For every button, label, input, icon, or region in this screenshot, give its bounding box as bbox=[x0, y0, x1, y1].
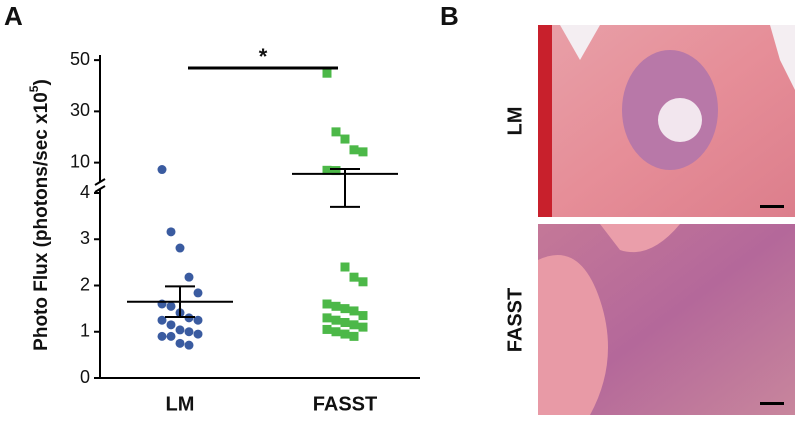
data-point bbox=[175, 243, 185, 253]
data-point bbox=[340, 134, 350, 144]
data-point bbox=[358, 311, 368, 321]
data-point bbox=[166, 331, 176, 341]
image-detail bbox=[658, 98, 702, 142]
data-point bbox=[340, 262, 350, 272]
y-tick-label: 10 bbox=[70, 151, 90, 171]
y-axis-title-sup: 5 bbox=[27, 85, 41, 92]
data-point bbox=[349, 331, 359, 341]
data-point bbox=[322, 299, 332, 309]
data-point bbox=[331, 166, 341, 176]
data-point bbox=[331, 327, 341, 337]
panel-letter: A bbox=[4, 1, 23, 31]
data-point bbox=[358, 147, 368, 157]
data-point bbox=[193, 315, 203, 325]
data-point bbox=[331, 315, 341, 325]
data-point bbox=[184, 272, 194, 282]
data-point bbox=[322, 165, 332, 175]
data-point bbox=[157, 315, 167, 325]
data-point bbox=[184, 327, 194, 337]
image-detail bbox=[770, 25, 795, 90]
data-point bbox=[331, 127, 341, 137]
y-axis-title-text: Photo Flux (photons/sec x10 bbox=[31, 92, 52, 351]
data-point bbox=[175, 338, 185, 348]
scale-bar bbox=[760, 402, 784, 405]
histology-lm bbox=[538, 25, 795, 217]
data-point bbox=[358, 322, 368, 332]
significance-label: * bbox=[259, 44, 268, 69]
data-point bbox=[166, 227, 176, 237]
data-point bbox=[166, 301, 176, 311]
data-point bbox=[358, 277, 368, 287]
image-label: LM bbox=[504, 107, 526, 136]
axis-break bbox=[94, 178, 106, 186]
data-point bbox=[349, 320, 359, 330]
data-point bbox=[166, 320, 176, 330]
y-tick-label: 0 bbox=[80, 367, 90, 387]
data-point bbox=[349, 306, 359, 316]
data-point bbox=[193, 329, 203, 339]
data-point bbox=[349, 145, 359, 155]
y-tick-label: 4 bbox=[80, 182, 90, 202]
y-tick-label: 1 bbox=[80, 321, 90, 341]
data-point bbox=[340, 318, 350, 327]
y-tick-label: 30 bbox=[70, 100, 90, 120]
y-tick-label: 3 bbox=[80, 228, 90, 248]
axis-break bbox=[94, 185, 106, 193]
data-point bbox=[175, 325, 185, 335]
data-point bbox=[322, 68, 332, 78]
image-label: FASST bbox=[504, 288, 526, 352]
image-detail bbox=[600, 224, 680, 253]
data-point bbox=[157, 165, 167, 175]
data-point bbox=[322, 324, 332, 334]
data-point bbox=[193, 288, 203, 298]
data-point bbox=[349, 272, 359, 282]
y-axis-title: Photo Flux (photons/sec x105) bbox=[27, 79, 52, 351]
scale-bar bbox=[760, 205, 784, 208]
image-detail bbox=[538, 25, 552, 217]
image-detail bbox=[538, 255, 608, 415]
data-point bbox=[340, 304, 350, 314]
y-axis-title-text: ) bbox=[31, 79, 52, 85]
data-point bbox=[331, 301, 341, 311]
data-point bbox=[322, 313, 332, 323]
image-detail bbox=[560, 25, 600, 60]
x-tick-label: FASST bbox=[313, 393, 377, 415]
x-tick-label: LM bbox=[166, 393, 195, 415]
y-tick-label: 2 bbox=[80, 274, 90, 294]
histology-fasst bbox=[538, 224, 795, 415]
data-point bbox=[184, 340, 194, 350]
y-tick-label: 50 bbox=[70, 49, 90, 69]
data-point bbox=[157, 331, 167, 341]
data-point bbox=[340, 329, 350, 339]
panel-letter: B bbox=[440, 1, 459, 31]
